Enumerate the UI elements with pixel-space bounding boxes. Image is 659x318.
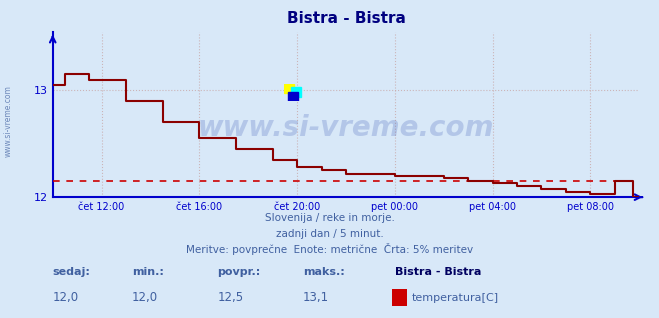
Text: povpr.:: povpr.: [217,267,261,277]
Text: Meritve: povprečne  Enote: metrične  Črta: 5% meritev: Meritve: povprečne Enote: metrične Črta:… [186,243,473,255]
Bar [291,87,301,97]
Text: Slovenija / reke in morje.: Slovenija / reke in morje. [264,213,395,223]
Text: zadnji dan / 5 minut.: zadnji dan / 5 minut. [275,229,384,239]
Text: 12,0: 12,0 [132,291,158,303]
Text: temperatura[C]: temperatura[C] [412,293,499,302]
Text: www.si-vreme.com: www.si-vreme.com [3,85,13,157]
Bar [288,92,298,101]
Text: min.:: min.: [132,267,163,277]
Title: Bistra - Bistra: Bistra - Bistra [287,11,405,26]
Bar [284,84,295,93]
Text: 12,5: 12,5 [217,291,244,303]
Text: Bistra - Bistra: Bistra - Bistra [395,267,482,277]
Text: 13,1: 13,1 [303,291,330,303]
Text: www.si-vreme.com: www.si-vreme.com [198,114,494,142]
Text: maks.:: maks.: [303,267,345,277]
Text: sedaj:: sedaj: [53,267,90,277]
Text: 12,0: 12,0 [53,291,79,303]
